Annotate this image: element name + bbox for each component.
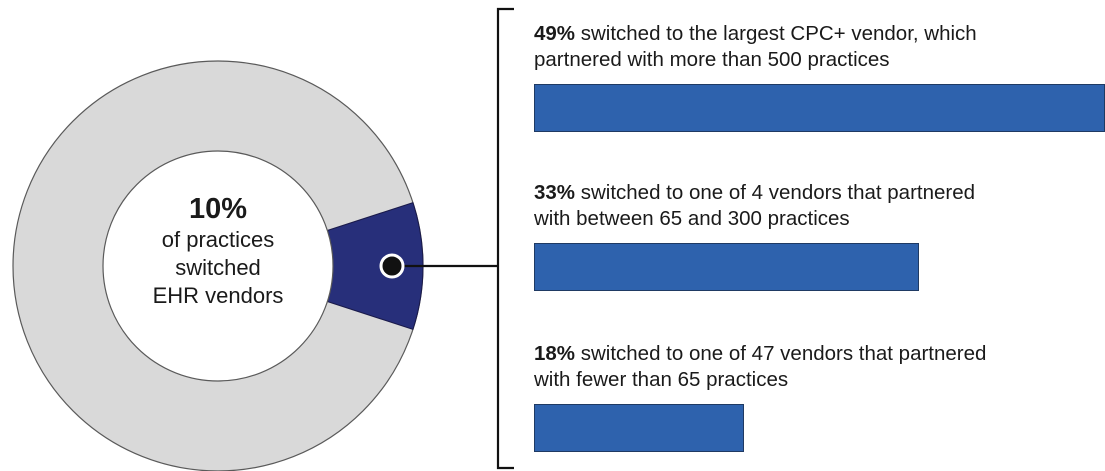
bar-text-line2: with between 65 and 300 practices [534,207,850,231]
donut-caption-line-1: of practices [161,226,275,252]
bar-label: 33% switched to one of 4 vendors that pa… [534,180,1105,232]
bar-percentage: 49% [534,22,576,45]
bar-item-2: 33% switched to one of 4 vendors that pa… [534,180,1105,292]
bar-item-1: 49% switched to the largest CPC+ vendor,… [534,21,1105,133]
bar-item-3: 18% switched to one of 47 vendors that p… [534,341,1105,453]
bar-label: 49% switched to the largest CPC+ vendor,… [534,21,1105,73]
bracket [496,7,514,470]
bar-label: 18% switched to one of 47 vendors that p… [534,341,1105,393]
bar-text-line1: switched to one of 4 vendors that partne… [575,181,976,204]
bar-percentage: 18% [534,342,576,365]
donut-caption-line-3: EHR vendors [152,283,284,309]
bar [534,243,919,292]
bar-text-line2: partnered with more than 500 practices [534,48,890,72]
bar-text-line2: with fewer than 65 practices [534,368,789,392]
donut-hole [102,150,334,382]
bar-text-line1: switched to one of 47 vendors that partn… [575,342,987,365]
bar [534,404,744,453]
donut-percentage: 10% [188,193,248,225]
donut-caption-line-2: switched [175,255,261,281]
bar-text-line1: switched to the largest CPC+ vendor, whi… [575,22,977,45]
bar [534,84,1105,133]
donut-center-label: 10% of practices switched EHR vendors [118,193,318,310]
bar-percentage: 33% [534,181,576,204]
connector-dot [379,253,405,279]
